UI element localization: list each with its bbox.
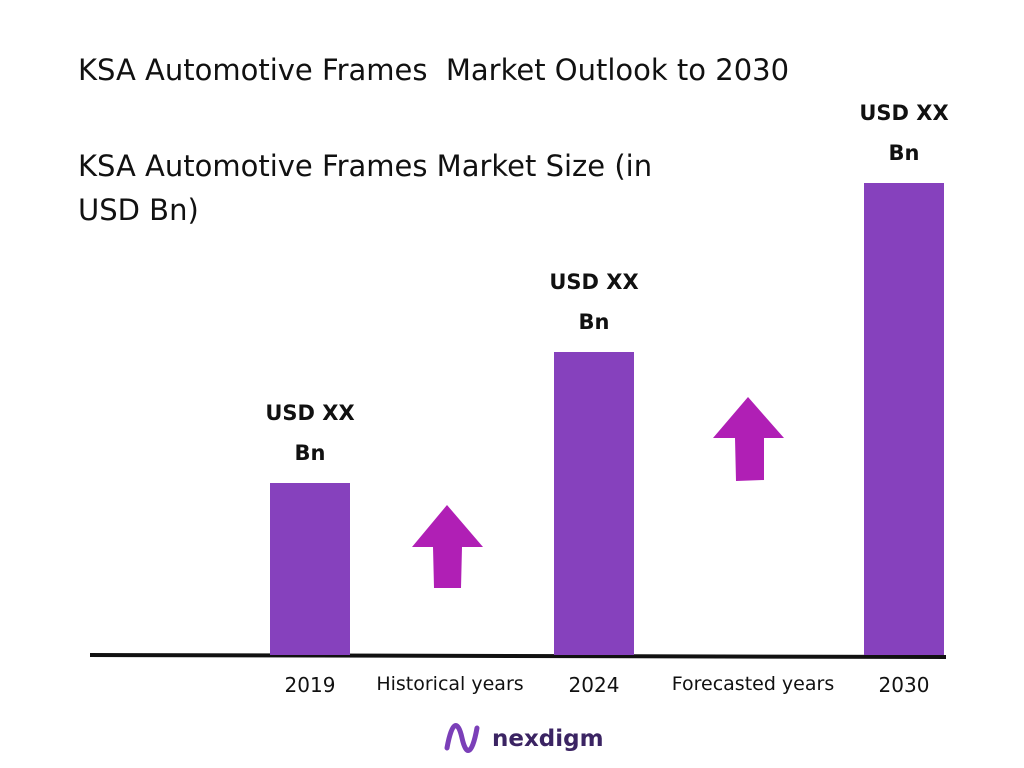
- brand-name: nexdigm: [492, 726, 604, 752]
- bar: [270, 483, 350, 655]
- x-tick-label: 2019: [284, 673, 336, 697]
- bar: [554, 352, 634, 655]
- period-annotation: Historical years: [376, 673, 524, 695]
- growth-arrow: [713, 397, 784, 481]
- value-label: USD XX Bn: [549, 270, 639, 334]
- x-tick-label: 2024: [568, 673, 620, 697]
- baseline: [89, 653, 947, 659]
- x-tick-label: 2030: [878, 673, 930, 697]
- brand-logo: [444, 723, 480, 753]
- period-annotation: Forecasted years: [671, 673, 835, 695]
- chart-title: KSA Automotive Frames Market Outlook to …: [78, 53, 790, 87]
- bar: [864, 183, 944, 655]
- chart-subtitle: KSA Automotive Frames Market Size (in US…: [78, 149, 653, 227]
- value-label: USD XX Bn: [265, 401, 355, 465]
- value-label: USD XX Bn: [859, 101, 949, 165]
- growth-arrow: [412, 505, 483, 588]
